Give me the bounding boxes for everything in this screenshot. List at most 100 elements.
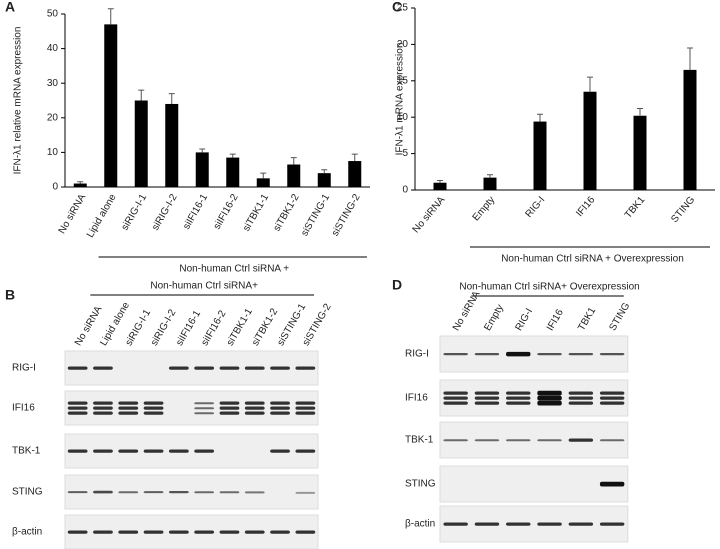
band	[537, 400, 562, 406]
band	[93, 449, 113, 453]
band	[194, 402, 215, 405]
band	[568, 522, 594, 526]
lane-label: Empty	[482, 303, 506, 333]
band	[118, 401, 139, 405]
y-tick-label: 20	[47, 112, 59, 123]
bar	[256, 178, 270, 187]
error-bar	[587, 76, 593, 92]
lane-label: STING	[608, 301, 633, 333]
band	[93, 401, 113, 405]
x-tick-label: IFI16	[574, 194, 597, 219]
band	[219, 530, 240, 534]
bar	[533, 121, 547, 190]
row-label: RIG-I	[405, 349, 429, 360]
y-tick-label: 25	[397, 3, 409, 14]
blot-strip	[439, 421, 629, 459]
band	[443, 352, 468, 356]
band	[219, 406, 240, 410]
band	[194, 412, 215, 415]
x-tick-label: Empty	[471, 195, 498, 224]
band	[93, 411, 113, 415]
row-label: IFI16	[12, 403, 35, 414]
band	[568, 438, 594, 442]
band	[537, 395, 562, 401]
band	[568, 396, 594, 400]
band	[143, 491, 164, 494]
band	[244, 530, 265, 534]
band	[93, 366, 113, 370]
band	[443, 396, 468, 400]
row-label: STING	[12, 487, 43, 498]
band	[194, 491, 215, 494]
error-bar	[199, 148, 206, 153]
y-tick-label: 0	[52, 182, 58, 193]
y-axis-label: IFN-λ1 relative mRNA expression	[13, 27, 24, 175]
band	[537, 522, 562, 526]
band	[568, 401, 594, 405]
panel-label: D	[392, 277, 402, 293]
band	[244, 411, 265, 415]
row-label: TBK-1	[405, 435, 434, 446]
annotation: Non-human Ctrl siRNA + Overexpression	[501, 254, 684, 265]
band	[244, 401, 265, 405]
x-tick-label: No siRNA	[57, 192, 89, 236]
band	[67, 401, 88, 405]
band	[194, 530, 215, 534]
band	[93, 530, 113, 534]
band	[219, 491, 240, 494]
band	[168, 449, 189, 453]
y-tick-label: 10	[397, 112, 409, 123]
band	[599, 481, 625, 487]
error-bar	[77, 181, 84, 184]
y-tick-label: 40	[47, 43, 59, 54]
bar	[73, 183, 87, 187]
band	[474, 396, 500, 400]
y-tick-label: 20	[397, 39, 409, 50]
blot-header: Non-human Ctrl siRNA+	[150, 281, 258, 292]
x-tick-label: TBK1	[623, 194, 648, 221]
band	[118, 449, 139, 453]
row-label: RIG-I	[12, 363, 36, 374]
error-bar	[487, 174, 493, 178]
band	[67, 406, 88, 410]
row-label: STING	[405, 479, 436, 490]
annotation: Non-human Ctrl siRNA +	[179, 264, 289, 275]
bar	[583, 91, 597, 190]
band	[67, 530, 88, 534]
error-bar	[437, 180, 443, 183]
y-tick-label: 0	[402, 185, 408, 196]
band	[599, 396, 625, 400]
y-tick-label: 15	[397, 75, 409, 86]
band	[143, 449, 164, 453]
y-tick-label: 50	[47, 9, 59, 20]
band	[219, 411, 240, 415]
band	[295, 530, 316, 534]
blot-header: Non-human Ctrl siRNA+ Overexpression	[459, 282, 639, 293]
band	[270, 449, 290, 453]
row-label: TBK-1	[12, 446, 41, 457]
band	[506, 439, 531, 442]
band	[568, 391, 594, 395]
bar	[633, 115, 647, 190]
band	[118, 530, 139, 534]
blot-strip	[439, 335, 629, 373]
x-tick-label: No siRNA	[411, 194, 448, 235]
error-bar	[687, 47, 693, 70]
band	[67, 411, 88, 415]
blot-strip	[439, 379, 629, 417]
error-bar	[351, 153, 358, 162]
x-tick-label: RIG-I	[524, 195, 548, 220]
band	[599, 352, 625, 356]
band	[474, 391, 500, 395]
row-label: β-actin	[12, 527, 42, 538]
bar	[433, 182, 447, 190]
y-tick-label: 5	[402, 148, 408, 159]
band	[244, 366, 265, 370]
band	[537, 390, 562, 396]
band	[474, 439, 500, 442]
bar	[104, 24, 118, 187]
y-axis-label: IFN-λ1 mRNA expression	[395, 43, 406, 156]
bar	[134, 100, 148, 187]
error-bar	[290, 157, 297, 165]
y-tick-label: 30	[47, 78, 59, 89]
